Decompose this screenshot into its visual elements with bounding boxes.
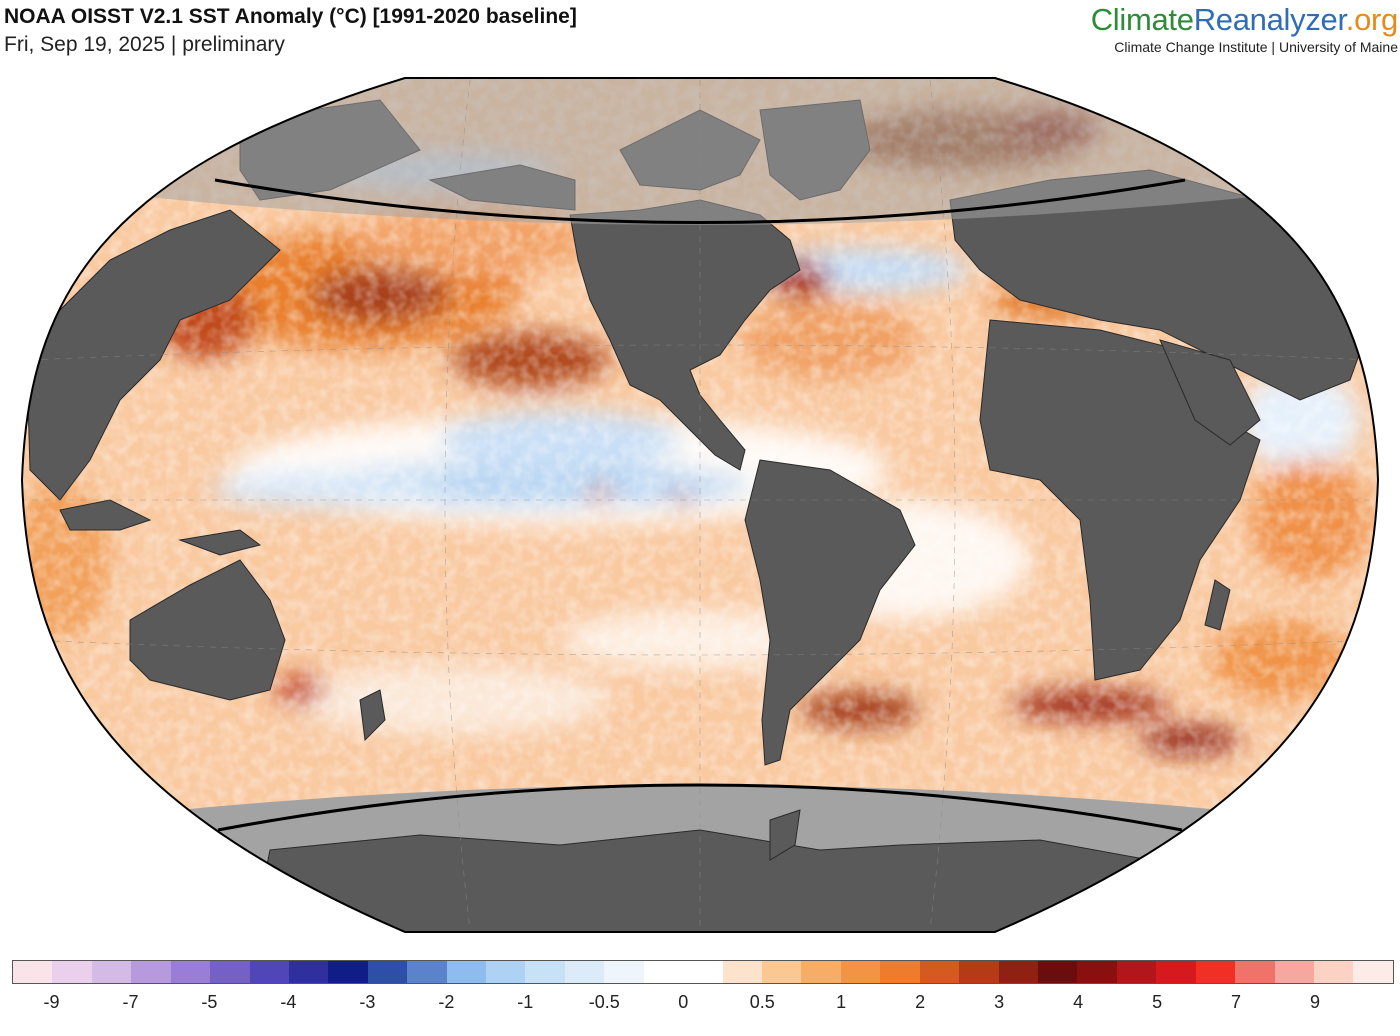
sst-anomaly-map <box>20 77 1380 933</box>
colorbar-tick-label: -2 <box>438 992 455 1012</box>
land-antarctica <box>249 829 1151 932</box>
brand-affiliation: Climate Change Institute | University of… <box>1114 39 1398 55</box>
land-new-guinea <box>178 529 262 556</box>
colorbar-swatch <box>446 961 487 983</box>
colorbar-tick-label: 3 <box>994 992 1005 1012</box>
colorbar-swatch <box>1077 961 1117 983</box>
map-title: NOAA OISST V2.1 SST Anomaly (°C) [1991-2… <box>4 5 577 28</box>
colorbar-swatch <box>1235 961 1275 983</box>
colorbar-swatch <box>131 961 171 983</box>
colorbar-ticks: -9 -7 -5 -4 -3 -2 -1 -0.5 0 0.5 1 2 3 4 5 7 9 <box>0 992 1400 1018</box>
land-antarctic-peninsula <box>769 809 801 861</box>
colorbar-swatch <box>959 961 999 983</box>
colorbar-swatch <box>1037 961 1078 983</box>
colorbar-swatch <box>564 961 605 983</box>
colorbar-swatch <box>1353 961 1393 983</box>
land-indonesia <box>59 499 152 531</box>
land-australia <box>129 559 286 701</box>
colorbar-swatch <box>1156 961 1196 983</box>
colorbar-tick-label: 7 <box>1231 992 1242 1012</box>
colorbar-tick-label: 1 <box>836 992 847 1012</box>
colorbar-swatch <box>328 961 368 983</box>
colorbar-tick-label: -0.5 <box>588 992 620 1012</box>
graticule <box>22 79 1378 931</box>
colorbar-swatch <box>919 961 960 983</box>
colorbar-tick-label: -3 <box>359 992 376 1012</box>
colorbar-swatch <box>1116 961 1157 983</box>
colorbar-tick-label: -4 <box>280 992 297 1012</box>
colorbar-swatch <box>525 961 565 983</box>
antarctic-boundary <box>217 783 1183 832</box>
colorbar-swatch <box>407 961 447 983</box>
colorbar-swatch <box>52 961 92 983</box>
colorbar-swatch <box>722 961 763 983</box>
colorbar-swatch <box>1274 961 1314 983</box>
colorbar-swatch <box>683 961 723 983</box>
colorbar-swatch <box>288 961 329 983</box>
land-madagascar <box>1204 579 1231 631</box>
colorbar-swatch <box>604 961 644 983</box>
land-north-america <box>569 199 801 471</box>
arctic-cap <box>22 78 1378 225</box>
header-left: NOAA OISST V2.1 SST Anomaly (°C) [1991-2… <box>4 4 577 60</box>
colorbar-tick-label: -7 <box>122 992 139 1012</box>
brand-part-reanalyzer: Reanalyzer <box>1193 2 1346 37</box>
colorbar-swatch <box>170 961 211 983</box>
colorbar-swatch <box>998 961 1038 983</box>
colorbar-swatch <box>249 961 289 983</box>
arctic-boundary <box>214 178 1186 224</box>
map-subtitle: Fri, Sep 19, 2025 | preliminary <box>4 33 285 56</box>
colorbar-swatch <box>91 961 132 983</box>
colorbar-tick-label: 9 <box>1310 992 1321 1012</box>
colorbar-tick-label: -9 <box>43 992 60 1012</box>
brand-block: ClimateReanalyzer.org Climate Change Ins… <box>1090 2 1399 56</box>
land-south-america <box>744 459 916 766</box>
colorbar-swatch <box>643 961 684 983</box>
colorbar-swatch <box>762 961 802 983</box>
colorbar-tick-label: 2 <box>915 992 926 1012</box>
colorbar-swatch <box>486 961 526 983</box>
colorbar-swatch <box>880 961 920 983</box>
colorbar <box>12 960 1394 984</box>
land-new-zealand <box>359 689 386 742</box>
colorbar-swatch <box>840 961 881 983</box>
colorbar-swatch <box>367 961 408 983</box>
colorbar-swatch <box>1313 961 1354 983</box>
colorbar-swatch <box>210 961 250 983</box>
brand-logo[interactable]: ClimateReanalyzer.org <box>1090 2 1399 38</box>
colorbar-tick-label: -1 <box>517 992 534 1012</box>
globe-outline <box>20 77 1380 933</box>
colorbar-swatch <box>13 961 53 983</box>
brand-part-org: .org <box>1345 2 1399 37</box>
globe <box>22 78 1378 932</box>
colorbar-swatch <box>801 961 841 983</box>
colorbar-tick-label: 0 <box>678 992 689 1012</box>
land-arabia <box>1159 339 1261 446</box>
colorbar-tick-label: 0.5 <box>749 992 775 1012</box>
colorbar-swatch <box>1195 961 1236 983</box>
colorbar-tick-label: 4 <box>1073 992 1084 1012</box>
colorbar-tick-label: 5 <box>1152 992 1163 1012</box>
brand-part-climate: Climate <box>1090 2 1194 37</box>
colorbar-tick-label: -5 <box>201 992 218 1012</box>
